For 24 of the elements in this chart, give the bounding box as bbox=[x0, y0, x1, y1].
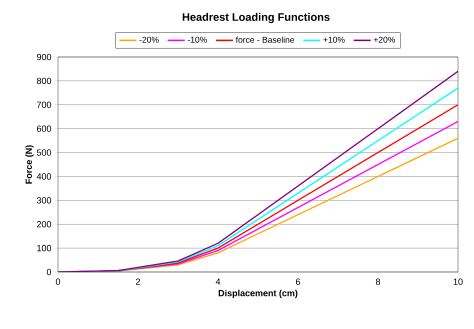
x-tick-label: 0 bbox=[56, 278, 60, 285]
x-tick-label: 2 bbox=[136, 278, 140, 285]
y-tick-label: 100 bbox=[37, 244, 52, 252]
y-tick-label: 400 bbox=[36, 173, 52, 180]
y-tick-label: 300 bbox=[36, 197, 52, 204]
legend-label: +10% bbox=[323, 36, 345, 43]
y-tick-label: 200 bbox=[36, 221, 52, 228]
legend-label: force - Baseline bbox=[236, 36, 294, 43]
legend-label: -10% bbox=[188, 36, 207, 43]
y-tick-label: 900 bbox=[36, 54, 52, 60]
y-tick-label: 500 bbox=[36, 149, 52, 156]
y-tick-label: 0 bbox=[46, 268, 52, 276]
x-tick-label: 10 bbox=[454, 278, 463, 285]
chart-title: Headrest Loading Functions bbox=[182, 12, 330, 24]
legend-label: -20% bbox=[140, 36, 159, 43]
legend-label: +20% bbox=[374, 36, 396, 43]
y-tick-label: 800 bbox=[36, 78, 52, 84]
y-axis-title: Force (N) bbox=[25, 145, 34, 184]
x-tick-label: 8 bbox=[376, 278, 380, 285]
y-tick-label: 700 bbox=[36, 102, 52, 108]
x-tick-label: 6 bbox=[296, 278, 300, 285]
y-tick-label: 600 bbox=[36, 125, 52, 132]
x-axis-title: Displacement (cm) bbox=[218, 290, 298, 298]
x-tick-label: 4 bbox=[216, 278, 220, 285]
